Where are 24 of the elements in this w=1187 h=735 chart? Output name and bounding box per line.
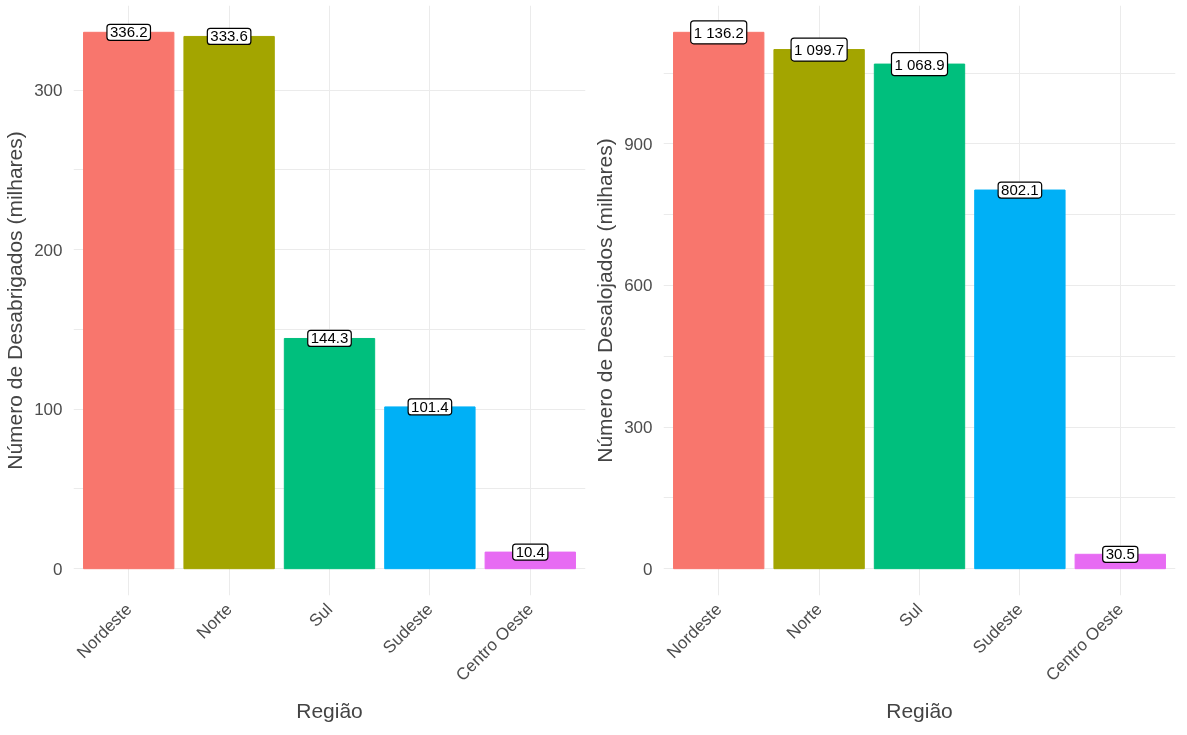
y-axis-title: Número de Desalojados (milhares): [593, 138, 617, 463]
y-tick-label: 900: [624, 134, 653, 154]
data-label: 101.4: [411, 397, 449, 415]
y-tick-label: 100: [34, 400, 63, 420]
y-tick-label: 0: [643, 559, 653, 579]
x-tick-label: Sul: [305, 599, 337, 631]
data-label: 1 068.9: [894, 55, 945, 73]
y-tick-label: 600: [624, 276, 653, 296]
data-label: 1 099.7: [794, 41, 845, 59]
x-tick-label: Sul: [895, 599, 927, 631]
y-tick-label: 0: [53, 559, 63, 579]
y-tick-label: 200: [34, 240, 63, 260]
y-axis-title: Número de Desabrigados (milhares): [3, 131, 27, 470]
y-tick-label: 300: [624, 418, 653, 438]
data-label: 10.4: [515, 543, 545, 561]
x-axis-title: Região: [886, 699, 953, 723]
data-label: 802.1: [1001, 181, 1039, 199]
data-label: 1 136.2: [693, 23, 744, 41]
x-axis-title: Região: [296, 699, 363, 723]
data-label: 336.2: [109, 23, 148, 41]
data-label: 144.3: [310, 329, 349, 347]
data-label: 30.5: [1105, 545, 1135, 563]
y-tick-label: 300: [34, 81, 63, 101]
data-label: 333.6: [210, 27, 248, 45]
